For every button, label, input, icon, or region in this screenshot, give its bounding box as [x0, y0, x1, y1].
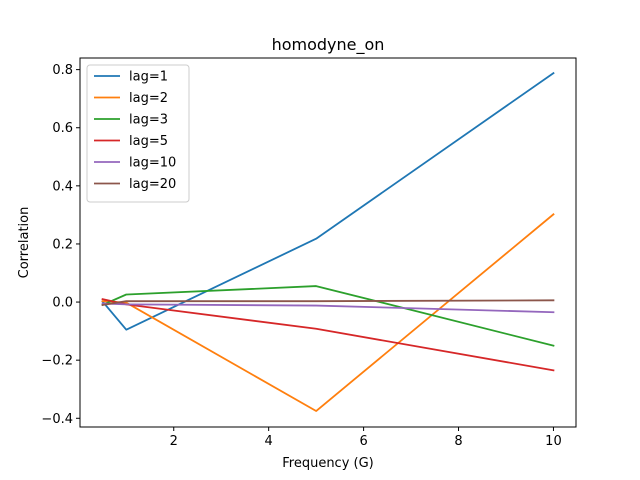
y-axis-label: Correlation [17, 207, 32, 279]
x-tick-label: 2 [170, 434, 178, 449]
legend-label: lag=1 [129, 70, 168, 85]
x-axis: 2 4 6 8 10 [170, 427, 562, 449]
y-axis: −0.4 −0.2 0.0 0.2 0.4 0.6 0.8 [41, 63, 80, 427]
legend: lag=1 lag=2 lag=3 lag=5 lag=10 lag=20 [86, 64, 190, 203]
y-tick-label: 0.6 [52, 121, 73, 136]
legend-box [86, 64, 190, 203]
x-tick-label: 6 [359, 434, 367, 449]
series-layer [101, 71, 555, 412]
legend-label: lag=20 [129, 177, 176, 192]
y-tick-label: −0.2 [41, 354, 73, 369]
legend-label: lag=2 [129, 91, 168, 106]
x-tick-label: 8 [454, 434, 462, 449]
series-line-lag-20 [101, 299, 555, 307]
y-tick-label: 0.2 [52, 237, 73, 252]
y-tick-label: 0.0 [52, 296, 73, 311]
y-tick-label: 0.4 [52, 179, 73, 194]
legend-label: lag=10 [129, 156, 176, 171]
x-axis-label: Frequency (G) [282, 456, 374, 471]
series-line-lag-5 [101, 298, 555, 372]
x-tick-label: 4 [265, 434, 273, 449]
series-line-lag-1 [101, 71, 555, 331]
chart-title: homodyne_on [272, 35, 385, 55]
legend-label: lag=3 [129, 113, 168, 128]
plot-frame [79, 57, 577, 428]
y-tick-label: 0.8 [52, 63, 73, 78]
y-tick-label: −0.4 [41, 412, 73, 427]
x-tick-label: 10 [545, 434, 562, 449]
legend-label: lag=5 [129, 134, 168, 149]
series-line-lag-3 [101, 285, 555, 347]
